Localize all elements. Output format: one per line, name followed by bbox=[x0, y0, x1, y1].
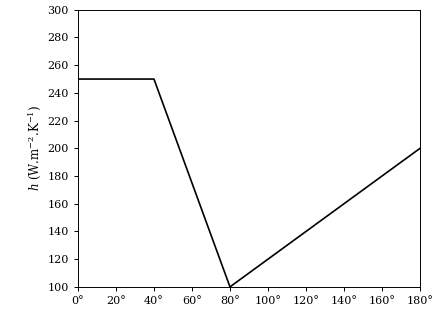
Y-axis label: $h$ (W.m$^{-2}$.K$^{-1}$): $h$ (W.m$^{-2}$.K$^{-1}$) bbox=[26, 105, 43, 191]
